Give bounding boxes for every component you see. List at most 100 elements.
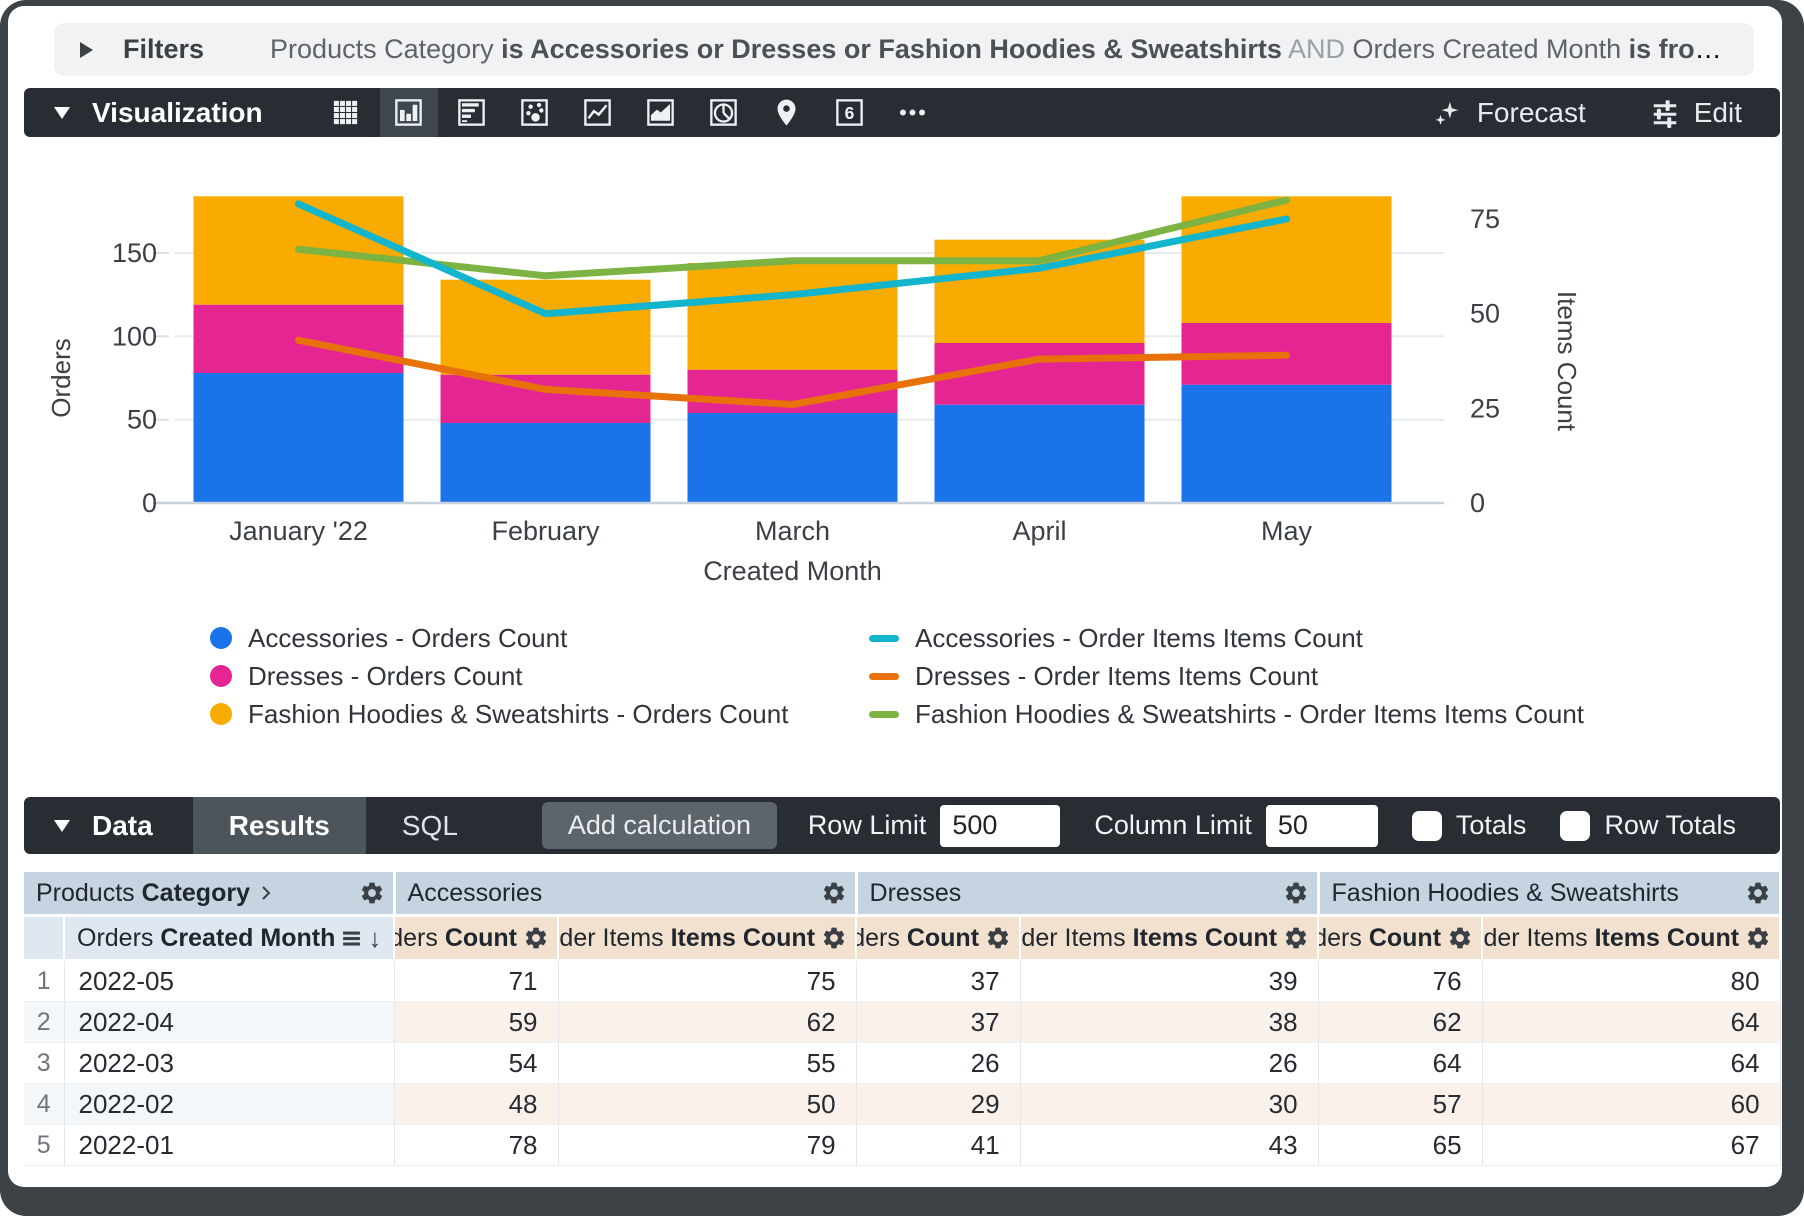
bar-segment[interactable] — [1181, 384, 1392, 503]
value-cell[interactable]: 59 — [394, 1001, 559, 1043]
gear-icon[interactable] — [821, 880, 847, 906]
value-cell[interactable]: 71 — [394, 960, 559, 1002]
row-totals-checkbox-box[interactable] — [1560, 810, 1591, 841]
filters-bar[interactable]: Filters Products Category is Accessories… — [54, 23, 1754, 76]
value-cell[interactable]: 48 — [394, 1083, 559, 1125]
row-totals-checkbox[interactable]: Row Totals — [1560, 810, 1736, 841]
forecast-button[interactable]: Forecast — [1433, 97, 1586, 129]
bar-segment[interactable] — [440, 423, 651, 503]
value-cell[interactable]: 65 — [1318, 1124, 1483, 1166]
value-cell[interactable]: 80 — [1482, 960, 1781, 1002]
gear-icon[interactable] — [1283, 880, 1309, 906]
viz-type-area-button[interactable] — [632, 88, 690, 137]
totals-checkbox-box[interactable] — [1411, 810, 1442, 841]
viz-type-column-button[interactable] — [379, 88, 438, 137]
measure-column-header[interactable]: Order Items Items Count — [1482, 915, 1782, 961]
dimension-cell[interactable]: 2022-01 — [64, 1124, 395, 1166]
dimension-cell[interactable]: 2022-02 — [64, 1083, 395, 1125]
totals-checkbox[interactable]: Totals — [1411, 810, 1526, 841]
row-limit-input[interactable] — [940, 804, 1061, 847]
value-cell[interactable]: 37 — [856, 960, 1021, 1002]
value-cell[interactable]: 39 — [1020, 960, 1319, 1002]
dimension-cell[interactable]: 2022-04 — [64, 1001, 395, 1043]
expand-dimension-icon[interactable] — [256, 883, 276, 903]
value-cell[interactable]: 41 — [856, 1124, 1021, 1166]
group-header[interactable]: Dresses — [856, 872, 1320, 917]
value-cell[interactable]: 75 — [558, 960, 857, 1002]
gear-icon[interactable] — [1745, 925, 1771, 951]
value-cell[interactable]: 29 — [856, 1083, 1021, 1125]
legend-item[interactable]: Accessories - Order Items Items Count — [869, 623, 1584, 653]
value-cell[interactable]: 78 — [394, 1124, 559, 1166]
bar-segment[interactable] — [440, 279, 651, 375]
gear-icon[interactable] — [985, 925, 1011, 951]
value-cell[interactable]: 64 — [1482, 1042, 1781, 1084]
measure-column-header[interactable]: Orders Count — [856, 915, 1022, 961]
viz-type-scatter-button[interactable] — [506, 88, 564, 137]
value-cell[interactable]: 50 — [558, 1083, 857, 1125]
bar-segment[interactable] — [934, 404, 1145, 503]
value-cell[interactable]: 76 — [1318, 960, 1483, 1002]
legend-item[interactable]: Fashion Hoodies & Sweatshirts - Order It… — [869, 699, 1584, 729]
value-cell[interactable]: 26 — [856, 1042, 1021, 1084]
value-cell[interactable]: 55 — [558, 1042, 857, 1084]
row-index-cell: 4 — [24, 1083, 65, 1125]
tab-sql[interactable]: SQL — [401, 809, 458, 841]
viz-type-bar-button[interactable] — [443, 88, 501, 137]
viz-type-line-button[interactable] — [569, 88, 627, 137]
gear-icon[interactable] — [1283, 925, 1309, 951]
add-calculation-button[interactable]: Add calculation — [541, 802, 778, 849]
line-series[interactable] — [295, 336, 1290, 408]
measure-column-header[interactable]: Orders Count — [394, 915, 560, 961]
line-series[interactable] — [295, 200, 1290, 318]
value-cell[interactable]: 60 — [1482, 1083, 1781, 1125]
expand-filters-icon[interactable] — [80, 41, 93, 58]
viz-type-table-button[interactable] — [317, 88, 375, 137]
line-series[interactable] — [295, 196, 1290, 280]
value-cell[interactable]: 57 — [1318, 1083, 1483, 1125]
gear-icon[interactable] — [1745, 880, 1771, 906]
bar-segment[interactable] — [687, 263, 898, 370]
group-header[interactable]: Fashion Hoodies & Sweatshirts — [1318, 872, 1782, 917]
value-cell[interactable]: 62 — [1318, 1001, 1483, 1043]
value-cell[interactable]: 64 — [1318, 1042, 1483, 1084]
legend-item[interactable]: Fashion Hoodies & Sweatshirts - Orders C… — [210, 699, 788, 729]
legend-item[interactable]: Accessories - Orders Count — [210, 623, 788, 653]
value-cell[interactable]: 38 — [1020, 1001, 1319, 1043]
legend-item[interactable]: Dresses - Orders Count — [210, 661, 788, 691]
gear-icon[interactable] — [523, 925, 549, 951]
value-cell[interactable]: 64 — [1482, 1001, 1781, 1043]
column-header-orders-created-month[interactable]: Orders Created Month ↓ — [64, 915, 396, 961]
gear-icon[interactable] — [821, 925, 847, 951]
bar-segment[interactable] — [440, 374, 651, 423]
bar-segment[interactable] — [193, 373, 404, 503]
viz-type-pie-button[interactable] — [695, 88, 753, 137]
gear-icon[interactable] — [1447, 925, 1473, 951]
tab-results[interactable]: Results — [192, 797, 366, 854]
bar-segment[interactable] — [687, 413, 898, 503]
viz-type-more-button[interactable] — [884, 88, 942, 137]
viz-type-map-button[interactable] — [758, 88, 816, 137]
measure-column-header[interactable]: Orders Count — [1318, 915, 1484, 961]
value-cell[interactable]: 30 — [1020, 1083, 1319, 1125]
dimension-cell[interactable]: 2022-05 — [64, 960, 395, 1002]
measure-column-header[interactable]: Order Items Items Count — [1020, 915, 1320, 961]
legend-item[interactable]: Dresses - Order Items Items Count — [869, 661, 1584, 691]
dimension-cell[interactable]: 2022-03 — [64, 1042, 395, 1084]
viz-type-single-value-button[interactable]: 6 — [821, 88, 879, 137]
collapse-visualization-icon[interactable] — [54, 106, 70, 119]
value-cell[interactable]: 62 — [558, 1001, 857, 1043]
column-header-products-category[interactable]: Products Category — [24, 872, 396, 917]
value-cell[interactable]: 54 — [394, 1042, 559, 1084]
edit-button[interactable]: Edit — [1650, 97, 1742, 129]
value-cell[interactable]: 26 — [1020, 1042, 1319, 1084]
value-cell[interactable]: 37 — [856, 1001, 1021, 1043]
value-cell[interactable]: 67 — [1482, 1124, 1781, 1166]
gear-icon[interactable] — [359, 880, 385, 906]
collapse-data-icon[interactable] — [54, 819, 70, 832]
column-limit-input[interactable] — [1265, 804, 1378, 847]
measure-column-header[interactable]: Order Items Items Count — [558, 915, 858, 961]
value-cell[interactable]: 79 — [558, 1124, 857, 1166]
value-cell[interactable]: 43 — [1020, 1124, 1319, 1166]
group-header[interactable]: Accessories — [394, 872, 858, 917]
